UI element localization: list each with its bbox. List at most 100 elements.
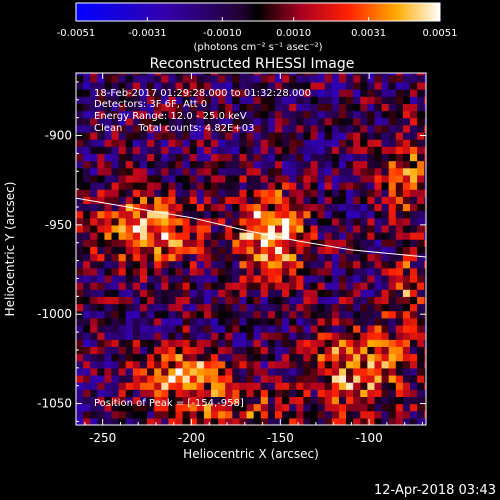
heatmap-cell — [232, 74, 241, 83]
heatmap-cell — [175, 403, 184, 412]
heatmap-cell — [125, 189, 134, 197]
heatmap-cell — [196, 103, 205, 112]
heatmap-cell — [211, 317, 219, 326]
heatmap-cell — [225, 282, 233, 290]
heatmap-cell — [260, 374, 269, 383]
heatmap-cell — [267, 246, 276, 255]
heatmap-cell — [317, 232, 326, 240]
heatmap-cell — [360, 324, 368, 333]
heatmap-cell — [353, 160, 361, 169]
heatmap-cell — [246, 167, 255, 176]
heatmap-cell — [331, 317, 340, 326]
heatmap-cell — [225, 73, 233, 76]
heatmap-cell — [303, 374, 312, 383]
heatmap-cell — [381, 260, 390, 269]
heatmap-cell — [346, 196, 354, 205]
heatmap-cell — [324, 339, 333, 347]
heatmap-cell — [282, 289, 290, 297]
heatmap-cell — [239, 174, 248, 183]
heatmap-cell — [239, 89, 248, 97]
heatmap-cell — [417, 181, 425, 190]
heatmap-cell — [402, 160, 411, 169]
heatmap-cell — [175, 146, 184, 155]
heatmap-cell — [132, 239, 141, 247]
heatmap-cell — [246, 353, 255, 362]
heatmap-cell — [317, 81, 326, 90]
heatmap-cell — [360, 367, 368, 376]
heatmap-cell — [97, 110, 106, 119]
heatmap-cell — [267, 353, 276, 362]
heatmap-cell — [196, 81, 205, 90]
heatmap-cell — [267, 153, 276, 162]
heatmap-cell — [303, 181, 312, 190]
heatmap-cell — [147, 131, 155, 140]
heatmap-cell — [346, 324, 354, 333]
heatmap-cell — [132, 110, 141, 119]
heatmap-cell — [76, 332, 84, 340]
heatmap-cell — [246, 146, 255, 155]
heatmap-cell — [132, 346, 141, 355]
heatmap-cell — [289, 96, 297, 104]
heatmap-cell — [260, 289, 269, 297]
heatmap-cell — [161, 181, 169, 190]
heatmap-cell — [424, 374, 426, 383]
heatmap-cell — [417, 389, 425, 398]
heatmap-cell — [338, 174, 347, 183]
heatmap-cell — [388, 367, 397, 376]
heatmap-cell — [282, 117, 290, 126]
heatmap-cell — [147, 346, 155, 355]
heatmap-cell — [97, 167, 106, 176]
heatmap-cell — [111, 267, 120, 276]
heatmap-cell — [111, 246, 120, 255]
heatmap-cell — [154, 389, 162, 398]
heatmap-cell — [76, 303, 84, 312]
heatmap-cell — [417, 360, 425, 369]
heatmap-cell — [274, 232, 283, 240]
heatmap-cell — [317, 346, 326, 355]
heatmap-cell — [417, 317, 425, 326]
heatmap-cell — [338, 203, 347, 212]
heatmap-cell — [338, 332, 347, 340]
heatmap-cell — [381, 210, 390, 219]
heatmap-cell — [147, 267, 155, 276]
heatmap-cell — [147, 146, 155, 155]
heatmap-cell — [147, 246, 155, 255]
heatmap-cell — [175, 224, 184, 233]
heatmap-cell — [267, 124, 276, 133]
heatmap-cell — [203, 324, 212, 333]
heatmap-cell — [367, 96, 376, 104]
heatmap-cell — [232, 189, 241, 197]
heatmap-cell — [324, 146, 333, 155]
heatmap-cell — [203, 296, 212, 305]
heatmap-cell — [367, 224, 376, 233]
heatmap-cell — [417, 410, 425, 419]
heatmap-cell — [189, 181, 198, 190]
heatmap-cell — [317, 389, 326, 398]
heatmap-cell — [310, 217, 319, 226]
heatmap-cell — [274, 367, 283, 376]
heatmap-cell — [317, 253, 326, 262]
heatmap-cell — [296, 217, 305, 226]
heatmap-cell — [353, 282, 361, 290]
heatmap-cell — [111, 146, 120, 155]
heatmap-cell — [125, 253, 134, 262]
heatmap-cell — [289, 239, 297, 247]
heatmap-cell — [367, 124, 376, 133]
heatmap-cell — [253, 81, 262, 90]
heatmap-cell — [211, 310, 219, 319]
heatmap-cell — [182, 160, 191, 169]
heatmap-cell — [104, 289, 113, 297]
heatmap-cell — [125, 296, 134, 305]
heatmap-cell — [104, 260, 113, 269]
heatmap-cell — [296, 131, 305, 140]
heatmap-cell — [232, 96, 241, 104]
heatmap-cell — [168, 410, 177, 419]
heatmap-cell — [125, 73, 134, 76]
heatmap-cell — [203, 196, 212, 205]
heatmap-cell — [239, 224, 248, 233]
heatmap-cell — [232, 153, 241, 162]
heatmap-cell — [417, 153, 425, 162]
heatmap-cell — [232, 89, 241, 97]
heatmap-cell — [125, 117, 134, 126]
heatmap-cell — [274, 389, 283, 398]
